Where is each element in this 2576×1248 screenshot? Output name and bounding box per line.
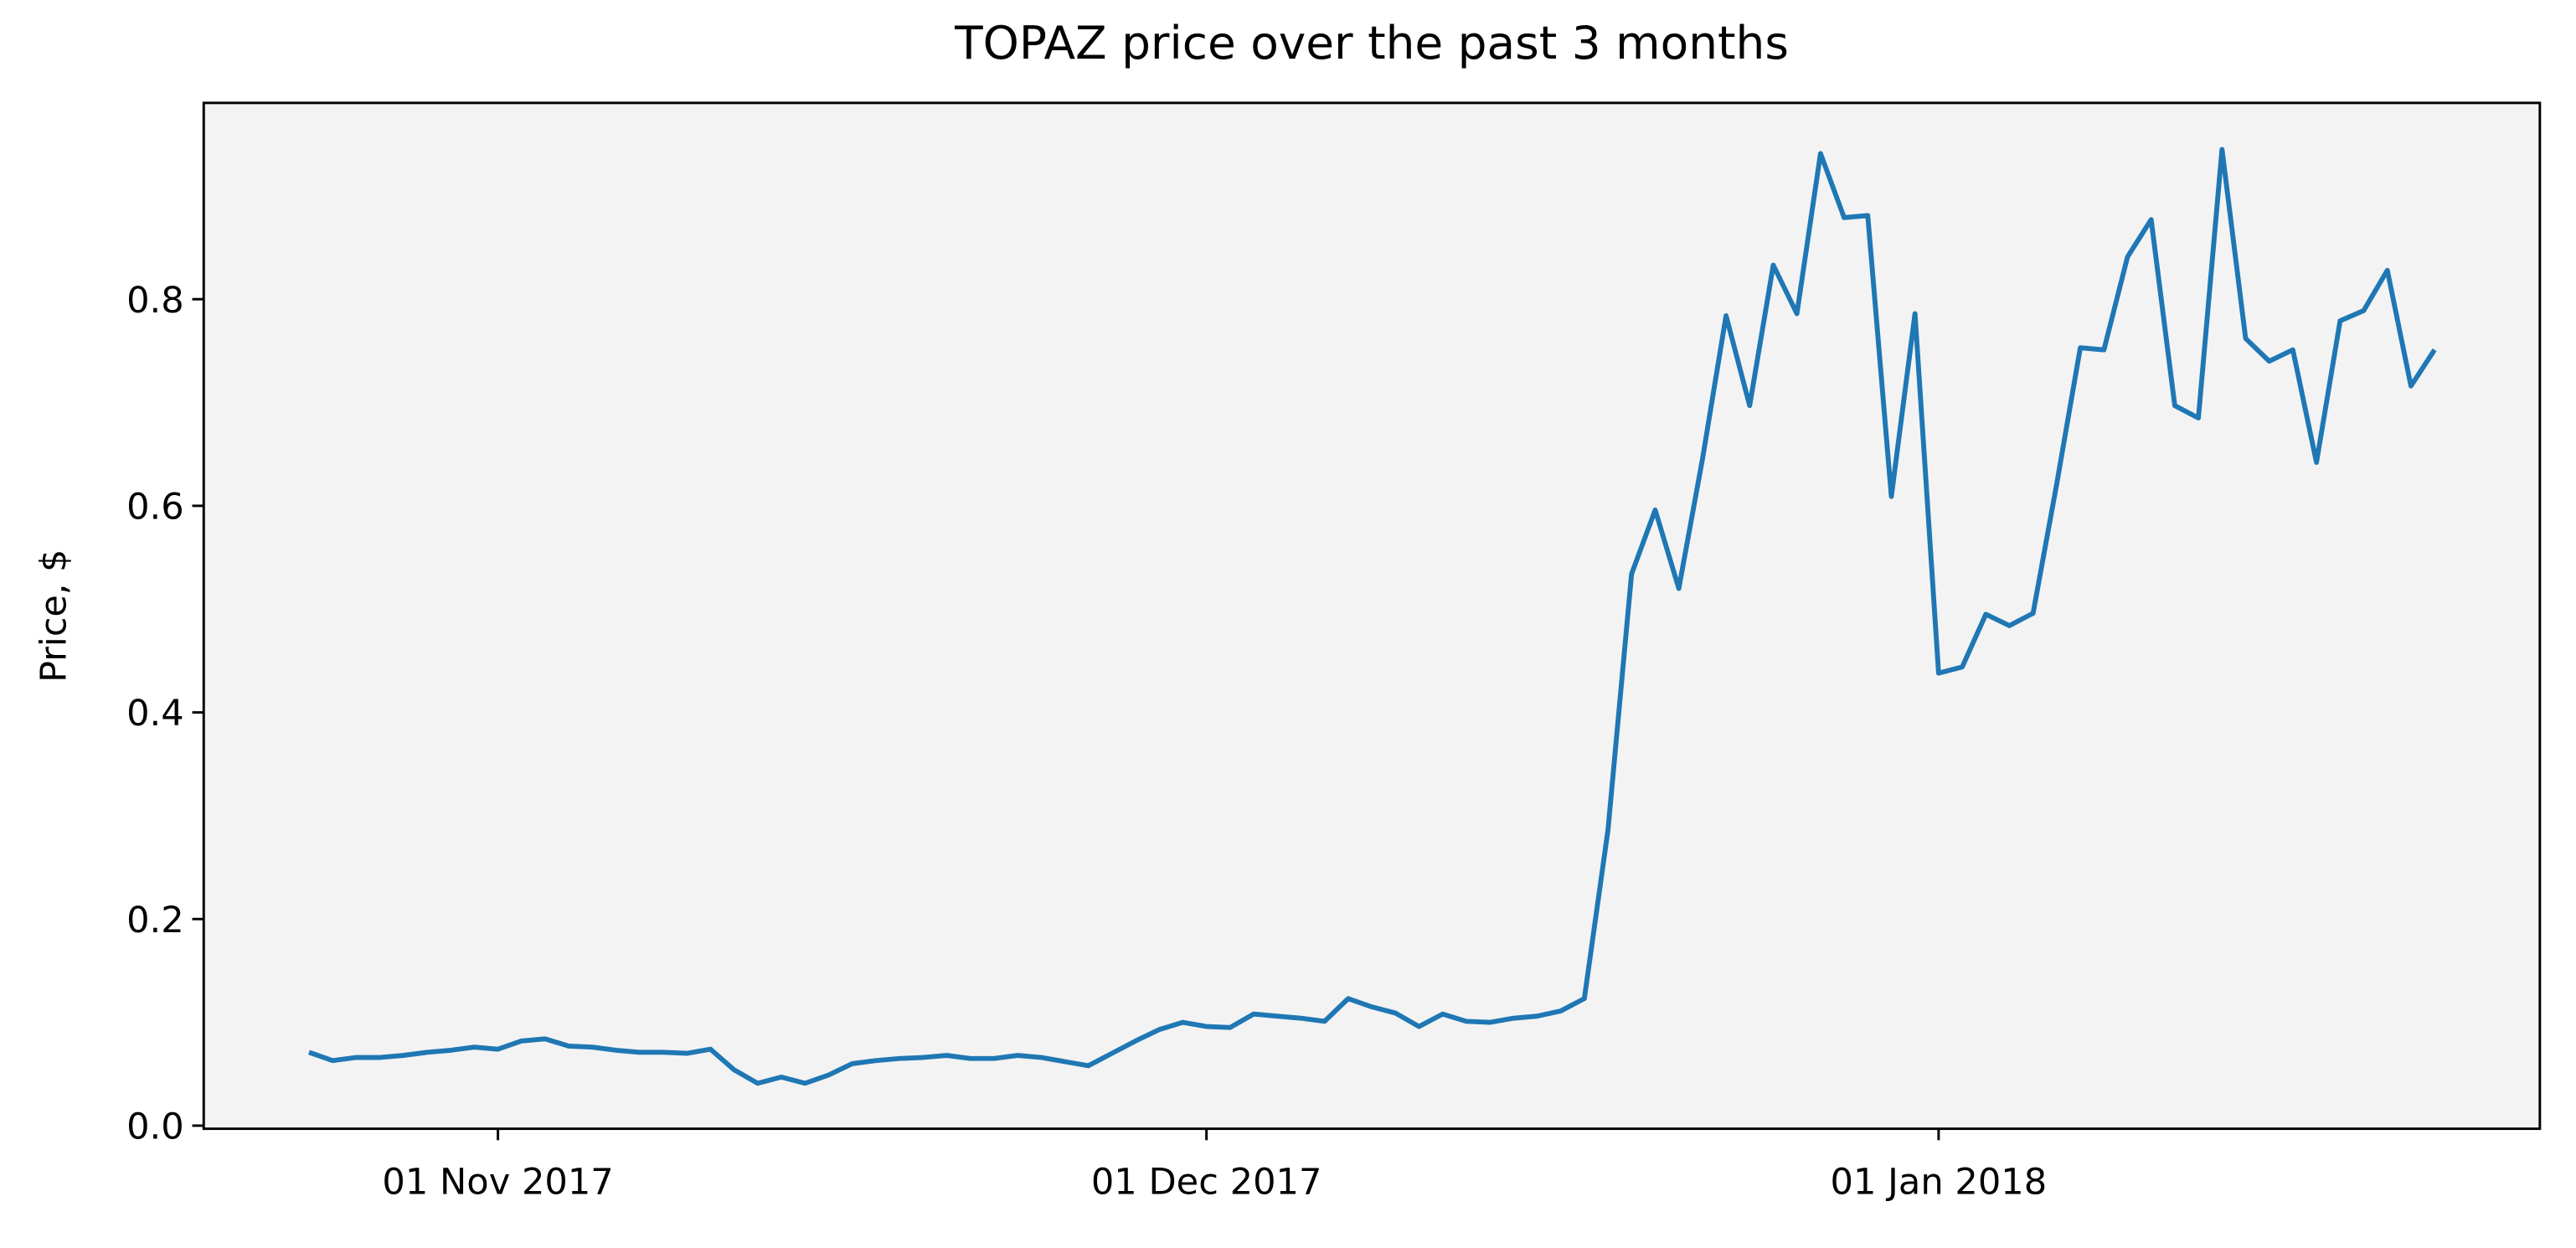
y-tick-label: 0.0 [126, 1106, 184, 1148]
plot-area [204, 102, 2540, 1129]
chart-title: TOPAZ price over the past 3 months [954, 16, 1789, 70]
y-tick-label: 0.2 [126, 900, 184, 941]
y-tick-label: 0.6 [126, 487, 184, 529]
price-line [308, 147, 2437, 1086]
y-tick-label: 0.8 [126, 280, 184, 322]
x-tick-label: 01 Jan 2018 [1831, 1162, 2048, 1204]
y-axis-label: Price, $ [33, 549, 75, 683]
x-tick-label: 01 Nov 2017 [382, 1162, 613, 1204]
y-tick-label: 0.4 [126, 693, 184, 735]
x-tick-label: 01 Dec 2017 [1091, 1162, 1322, 1204]
plot-frame [202, 101, 2542, 1131]
